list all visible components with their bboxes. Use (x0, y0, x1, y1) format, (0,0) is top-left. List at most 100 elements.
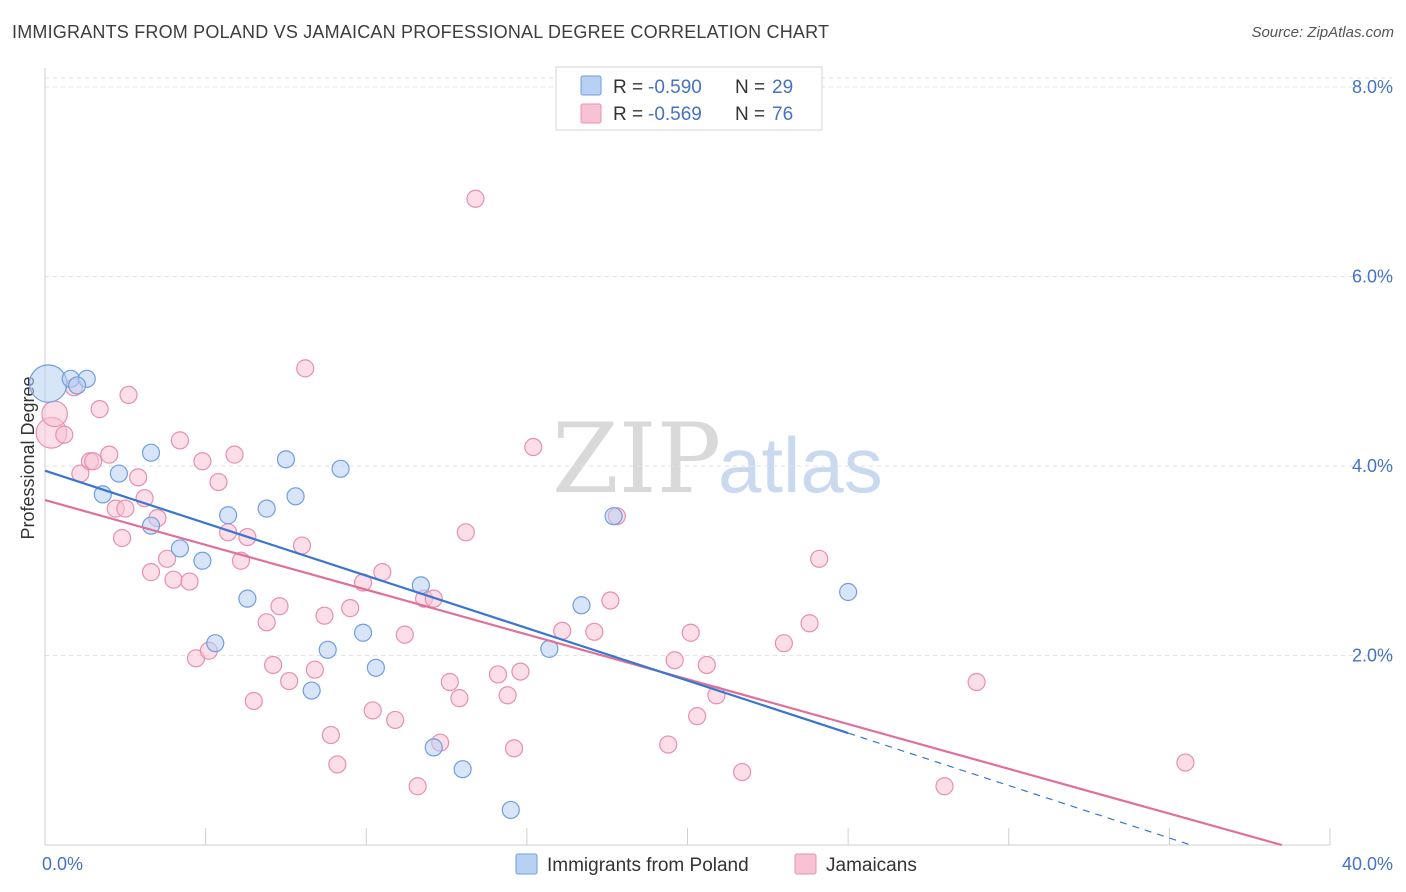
jamaicans-point (408, 777, 427, 796)
jamaicans-point (209, 472, 228, 492)
legend-r-label-poland: R = (613, 77, 643, 98)
x-axis-ticks (44, 828, 1331, 845)
jamaicans-point (800, 614, 819, 633)
jamaicans-point (488, 665, 508, 684)
legend-n-value-jamaicans: 76 (772, 104, 793, 125)
series-poland-points (28, 364, 858, 820)
jamaicans-point (257, 613, 276, 632)
jamaicans-point (395, 625, 414, 644)
jamaicans-point (100, 445, 119, 464)
jamaicans-point (697, 655, 716, 675)
jamaicans-point (280, 671, 299, 691)
source-credit: Source: ZipAtlas.com (1251, 24, 1394, 41)
jamaicans-point (665, 651, 684, 670)
poland-point (206, 634, 225, 653)
y-tick-label: 4.0% (1352, 456, 1393, 476)
legend-n-label-poland: N = (735, 77, 765, 98)
legend-n-value-poland: 29 (772, 77, 793, 98)
jamaicans-point (328, 755, 347, 774)
jamaicans-point (659, 735, 678, 754)
jamaicans-point (112, 528, 132, 548)
poland-point (219, 506, 238, 525)
jamaicans-point (141, 563, 161, 582)
y-tick-label: 6.0% (1352, 266, 1393, 286)
jamaicans-point (116, 499, 135, 518)
poland-point (604, 507, 623, 526)
legend-swatch-jamaicans (580, 103, 602, 124)
jamaicans-point (296, 359, 315, 378)
jamaicans-point (810, 549, 829, 568)
jamaicans-point (193, 452, 212, 471)
jamaicans-point (504, 739, 524, 758)
series-jamaicans-points (35, 189, 1195, 796)
jamaicans-point (164, 570, 183, 589)
legend-n-label-jamaicans: N = (735, 104, 765, 125)
y-tick-label: 2.0% (1352, 645, 1393, 665)
poland-point (238, 589, 257, 608)
jamaicans-point (363, 701, 382, 720)
poland-point (302, 681, 321, 700)
poland-point (257, 499, 276, 518)
legend-r-value-poland: -0.590 (648, 77, 702, 98)
jamaicans-point (774, 634, 793, 653)
jamaicans-point (305, 660, 324, 679)
jamaicans-point (180, 572, 199, 591)
jamaicans-point (119, 385, 138, 405)
y-tick-label: 8.0% (1352, 77, 1393, 97)
jamaicans-point (90, 400, 109, 419)
poland-point (68, 376, 87, 395)
jamaicans-point (601, 591, 620, 610)
poland-point (28, 364, 68, 403)
jamaicans-point (688, 707, 707, 726)
bottom-legend-label-jamaicans: Jamaicans (826, 855, 917, 876)
jamaicans-point (681, 623, 700, 642)
legend-r-value-jamaicans: -0.569 (648, 104, 702, 125)
jamaicans-point (157, 549, 177, 568)
jamaicans-point (244, 691, 263, 711)
bottom-legend-swatch-jamaicans (794, 853, 817, 875)
poland-point (193, 551, 212, 570)
jamaicans-point (321, 725, 341, 745)
poland-point (141, 443, 161, 462)
jamaicans-point (55, 425, 74, 444)
poland-trend-extension (847, 732, 1191, 846)
jamaicans-point (733, 762, 752, 782)
legend-swatch-poland (580, 75, 602, 96)
poland-point (286, 487, 305, 506)
jamaicans-point (935, 777, 954, 796)
jamaicans-point (466, 189, 485, 208)
trend-lines (44, 469, 1283, 847)
jamaicans-point (498, 686, 517, 705)
poland-point (109, 464, 128, 483)
jamaicans-point (170, 431, 190, 450)
poland-point (453, 760, 472, 779)
jamaicans-point (341, 599, 360, 618)
poland-point (572, 596, 591, 615)
y-axis-tick-labels: 2.0% 4.0% 6.0% 8.0% (1352, 77, 1393, 666)
poland-point (318, 640, 337, 659)
poland-point (424, 738, 443, 757)
poland-point (366, 658, 385, 677)
jamaicans-point (129, 468, 148, 487)
jamaicans-point (84, 452, 103, 471)
jamaicans-point (270, 597, 289, 616)
jamaicans-point (456, 523, 475, 542)
jamaicans-point (292, 536, 312, 555)
watermark-zip: ZIP (552, 403, 721, 515)
jamaicans-point (1176, 753, 1195, 772)
poland-point (170, 539, 190, 558)
jamaicans-point (263, 655, 283, 675)
legend-r-label-jamaicans: R = (613, 104, 643, 125)
bottom-legend-label-poland: Immigrants from Poland (547, 855, 749, 876)
watermark: ZIP atlas (552, 403, 883, 515)
poland-trend-line (44, 469, 849, 735)
poland-point (501, 800, 520, 820)
poland-point (276, 450, 296, 469)
correlation-legend: R = -0.590 N = 29 R = -0.569 N = 76 (555, 66, 823, 131)
jamaicans-point (511, 662, 530, 681)
poland-point (353, 623, 373, 642)
jamaicans-point (315, 606, 334, 625)
jamaicans-point (440, 672, 459, 692)
jamaicans-point (41, 400, 68, 428)
